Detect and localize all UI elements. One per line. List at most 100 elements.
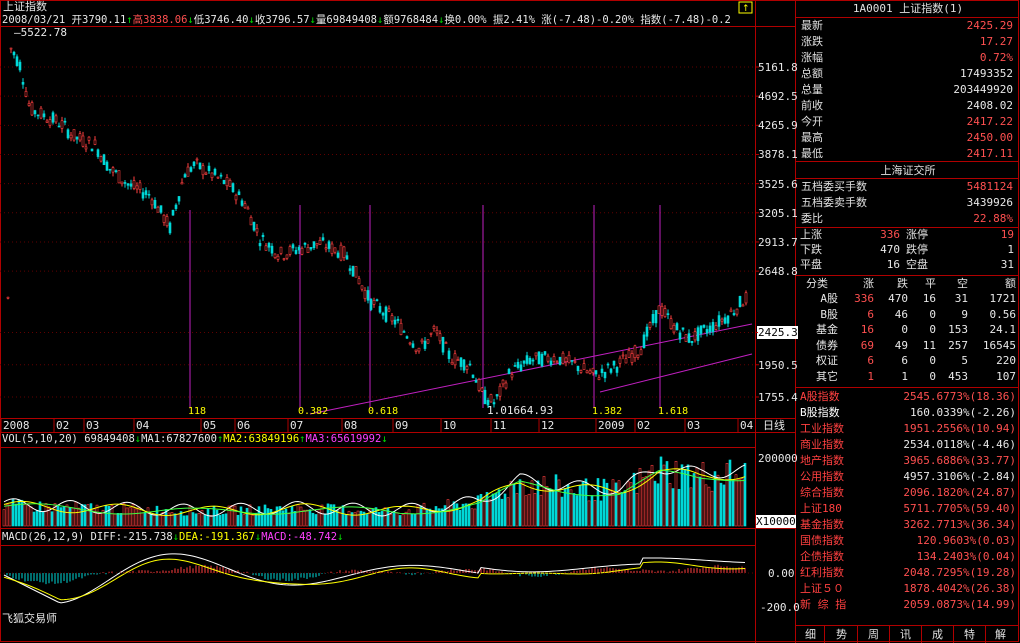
tab-1[interactable]: 势: [836, 628, 847, 641]
quote-value: 2408.02: [966, 99, 1013, 112]
macd-histogram: [3, 564, 746, 585]
quote-value: 0.72%: [979, 51, 1013, 64]
breadth-key: 跌停: [906, 243, 928, 256]
fib-label: 1.382: [592, 406, 623, 417]
category-cell: 9: [961, 307, 968, 321]
category-cell: 基金: [816, 323, 838, 336]
order-row: 委比 22.88%: [799, 211, 1017, 227]
info-bar: 2008/03/21 开3790.11↑高3838.06↓低3746.40↓收3…: [2, 14, 731, 26]
category-cell: 16: [922, 292, 936, 305]
index-name[interactable]: B股指数: [800, 406, 840, 419]
quote-key: 最高: [801, 131, 823, 144]
index-value: 4957.3106%(-2.84): [903, 470, 1016, 483]
quote-row: 总量 203449920: [799, 82, 1017, 98]
category-cell: 0: [929, 354, 936, 367]
index-name[interactable]: 综合指数: [800, 486, 844, 499]
category-cell: 0: [929, 369, 936, 383]
index-value: 3965.6886%(33.77): [903, 454, 1016, 467]
category-cell: 0: [901, 323, 908, 336]
month-label: 06: [237, 419, 251, 432]
macd-header: MACD(26,12,9) DIFF:-215.738↓DEA:-191.367…: [2, 531, 344, 543]
category-cell: 220: [996, 354, 1016, 367]
index-name[interactable]: 商业指数: [800, 438, 844, 451]
index-name[interactable]: 基金指数: [800, 518, 844, 531]
breadth-value: 1: [1007, 243, 1014, 256]
index-name[interactable]: 企债指数: [800, 550, 844, 563]
quote-value: 2417.22: [966, 115, 1013, 128]
chart-title: 上证指数: [3, 0, 47, 13]
period-daily-label[interactable]: 日线: [763, 419, 785, 432]
month-label: 02: [637, 419, 651, 432]
tab-3[interactable]: 讯: [900, 628, 911, 641]
index-value: 3262.7713%(36.34): [903, 518, 1016, 531]
pin-icon[interactable]: [738, 1, 753, 14]
info-volume: 量69849408: [315, 14, 377, 26]
tab-6[interactable]: 解: [995, 628, 1006, 641]
quote-row: 今开 2417.22: [799, 114, 1017, 130]
index-name[interactable]: 红利指数: [800, 566, 844, 579]
index-value: 1951.2556%(10.94): [903, 422, 1016, 435]
info-high: 高3838.06: [132, 14, 188, 26]
order-key: 五档委买手数: [801, 180, 867, 193]
index-value: 2059.0873%(14.99): [903, 598, 1016, 611]
category-cell: 债券: [816, 338, 838, 352]
index-name[interactable]: 新 综 指: [800, 598, 847, 611]
month-label: 09: [395, 419, 409, 432]
index-name[interactable]: 工业指数: [800, 422, 844, 435]
category-cell: 6: [901, 354, 908, 367]
info-change: 涨(-7.48)-0.20%: [541, 14, 634, 26]
quote-value: 2425.29: [966, 19, 1013, 32]
tab-4[interactable]: 成: [932, 628, 943, 641]
tab-0[interactable]: 细: [805, 628, 816, 641]
index-value: 2545.6773%(18.36): [903, 390, 1016, 403]
info-date: 2008/03/21: [2, 14, 66, 26]
category-cell: A股: [820, 292, 838, 305]
tab-2[interactable]: 周: [868, 628, 879, 641]
category-cell: B股: [820, 307, 838, 321]
index-value: 5711.7705%(59.40): [903, 502, 1016, 515]
index-value: 160.0339%(-2.26): [910, 406, 1016, 419]
category-cell: 6: [867, 354, 874, 367]
breadth-value: 470: [880, 243, 900, 256]
index-name[interactable]: 地产指数: [800, 454, 844, 467]
macd-axis-low: -200.0: [760, 601, 800, 614]
breadth-key: 空盘: [906, 258, 928, 271]
quote-value: 17.27: [979, 35, 1013, 48]
index-name[interactable]: A股指数: [800, 390, 840, 403]
price-tick-label: 3205.1: [758, 206, 798, 220]
price-tick-label: 4692.5: [758, 90, 798, 104]
month-label: 2008: [3, 419, 30, 432]
price-tick-label: 3878.1: [758, 148, 798, 162]
category-cell: 5: [961, 354, 968, 367]
order-value: 22.88%: [973, 212, 1013, 225]
category-cell: 1721: [989, 292, 1017, 305]
index-name[interactable]: 上证180: [800, 502, 842, 515]
index-name[interactable]: 国债指数: [800, 534, 844, 547]
category-cell: 6: [867, 307, 874, 321]
category-cell: 11: [922, 338, 936, 352]
info-amplitude: 振2.41%: [492, 14, 535, 26]
category-cell: 0.56: [989, 307, 1017, 321]
info-index: 指数(-7.48)-0.2: [640, 14, 731, 26]
category-header: 涨: [863, 277, 874, 290]
breadth-key: 涨停: [906, 228, 928, 241]
quote-key: 总量: [801, 83, 823, 96]
fib-label: 118: [188, 406, 207, 417]
breadth-key: 上涨: [800, 228, 822, 241]
quote-key: 最低: [801, 147, 823, 160]
quote-key: 今开: [801, 115, 823, 128]
volume-header: VOL(5,10,20) 69849408↓MA1:67827600↑MA2:6…: [2, 433, 388, 445]
index-name[interactable]: 上证５０: [800, 582, 844, 595]
price-tick-label: 2648.8: [758, 265, 798, 279]
current-price-tag: 2425.3: [758, 326, 798, 339]
category-cell: 16: [860, 323, 874, 336]
tab-5[interactable]: 特: [964, 628, 975, 641]
month-label: 04: [136, 419, 150, 432]
category-cell: 470: [888, 292, 908, 305]
index-name[interactable]: 公用指数: [800, 470, 844, 483]
price-tick-label: 4265.9: [758, 119, 798, 133]
category-cell: 0: [929, 307, 936, 321]
fib-label: 0.382: [298, 406, 329, 417]
volume-bars: [2, 456, 747, 527]
